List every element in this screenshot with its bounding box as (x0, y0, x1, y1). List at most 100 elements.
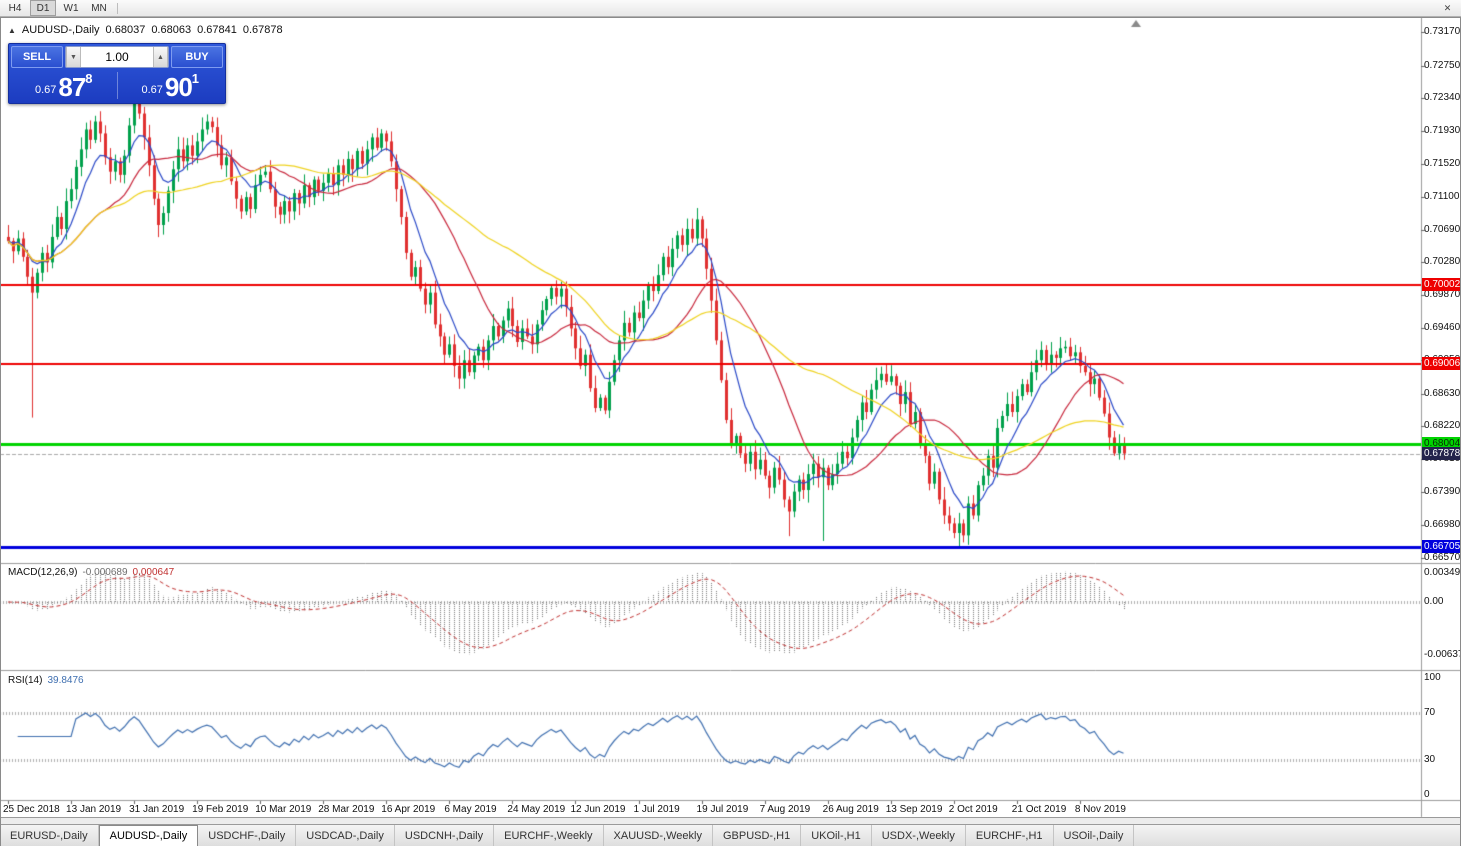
timeframe-button-d1[interactable]: D1 (30, 0, 56, 16)
date-label: 26 Aug 2019 (822, 804, 879, 815)
date-label: 1 Jul 2019 (633, 804, 680, 815)
tab-usdx-weekly[interactable]: USDX-,Weekly (872, 825, 966, 846)
tab-gbpusd-h1[interactable]: GBPUSD-,H1 (713, 825, 802, 846)
volume-decrease-button[interactable]: ▼ (66, 47, 81, 67)
volume-increase-button[interactable]: ▲ (153, 47, 168, 67)
ohlc-open: 0.68037 (105, 24, 146, 36)
price-tick: 0.68220 (1424, 420, 1461, 432)
date-label: 19 Feb 2019 (192, 804, 249, 815)
chart-tab-bar: EURUSD-,Daily AUDUSD-,Daily USDCHF-,Daily U… (0, 824, 1461, 846)
rsi-axis-label: 70 (1424, 707, 1436, 719)
price-tick: 0.72340 (1424, 92, 1461, 104)
sell-button[interactable]: SELL (11, 46, 63, 68)
macd-axis-label: 0.00 (1424, 596, 1444, 607)
macd-signal-value: 0.000647 (132, 567, 175, 578)
rsi-axis-label: 0 (1424, 789, 1430, 800)
timeframe-button-w1[interactable]: W1 (63, 2, 79, 14)
date-label: 16 Apr 2019 (381, 804, 436, 815)
timeframe-buttons: H4 D1 W1 MN (0, 0, 112, 16)
buy-price-big: 90 (164, 72, 193, 102)
chart-symbol-label: AUDUSD-,Daily (21, 24, 100, 36)
timeframe-button-h4[interactable]: H4 (8, 2, 22, 14)
macd-main-value: -0.000689 (82, 567, 128, 578)
tab-eurusd-daily[interactable]: EURUSD-,Daily (0, 825, 99, 846)
close-button[interactable]: ✕ (1443, 2, 1452, 13)
ohlc-high: 0.68063 (151, 24, 192, 36)
timeframe-button-mn[interactable]: MN (91, 2, 107, 14)
date-label: 28 Mar 2019 (318, 804, 375, 815)
price-divider (116, 72, 118, 99)
buy-button[interactable]: BUY (171, 46, 223, 68)
macd-axis-label: -0.00637 (1424, 648, 1461, 660)
rsi-name: RSI(14) (8, 675, 43, 686)
chart-title: ▲ AUDUSD-,Daily 0.68037 0.68063 0.67841 … (8, 24, 283, 36)
sell-price-sup: 8 (85, 71, 93, 86)
tab-xauusd-weekly[interactable]: XAUUSD-,Weekly (604, 825, 713, 846)
price-tick: 0.71520 (1424, 157, 1461, 169)
rsi-panel-label: RSI(14) 39.8476 (8, 675, 84, 686)
price-tick: 0.71930 (1424, 125, 1461, 137)
bottom-strip (0, 817, 1461, 824)
price-tick: 0.73170 (1424, 26, 1461, 38)
date-label: 25 Dec 2018 (3, 804, 60, 815)
ohlc-close: 0.67878 (242, 24, 283, 36)
tab-audusd-daily[interactable]: AUDUSD-,Daily (98, 825, 199, 846)
rsi-value: 39.8476 (47, 675, 84, 686)
date-label: 19 Jul 2019 (696, 804, 749, 815)
date-label: 6 May 2019 (444, 804, 497, 815)
buy-price-sup: 1 (191, 71, 200, 86)
tab-eurchf-h1[interactable]: EURCHF-,H1 (966, 825, 1054, 846)
price-line-label: 0.68004 (1422, 437, 1461, 451)
price-tick: 0.68630 (1424, 387, 1461, 399)
tab-usdcnh-daily[interactable]: USDCNH-,Daily (395, 825, 495, 846)
trade-controls-row: SELL ▼ ▲ BUY (11, 46, 223, 68)
price-line-label: 0.69006 (1422, 357, 1461, 371)
date-label: 31 Jan 2019 (129, 804, 185, 815)
price-tick: 0.72750 (1424, 59, 1461, 71)
volume-input[interactable] (81, 47, 153, 67)
date-label: 24 May 2019 (507, 804, 566, 815)
sell-price[interactable]: 0.67 87 8 (11, 70, 117, 101)
price-line-label: 0.70002 (1422, 278, 1461, 291)
tab-usoil-daily[interactable]: USOil-,Daily (1054, 825, 1135, 846)
date-label: 12 Jun 2019 (570, 804, 626, 815)
macd-name: MACD(12,26,9) (8, 567, 78, 578)
tab-ukoil-h1[interactable]: UKOil-,H1 (801, 825, 872, 846)
macd-axis-label: 0.00349 (1424, 567, 1461, 578)
ohlc-low: 0.67841 (197, 24, 237, 36)
tab-eurchf-weekly[interactable]: EURCHF-,Weekly (494, 825, 604, 846)
date-label: 13 Sep 2019 (885, 804, 943, 815)
price-line-label: 0.67878 (1422, 447, 1461, 461)
toolbar-divider (117, 2, 118, 14)
trade-prices-row: 0.67 87 8 0.67 90 1 (11, 70, 223, 101)
price-tick: 0.66980 (1424, 519, 1461, 531)
date-label: 10 Mar 2019 (255, 804, 312, 815)
date-label: 2 Oct 2019 (948, 804, 998, 815)
price-tick: 0.69870 (1424, 289, 1461, 301)
tab-usdchf-daily[interactable]: USDCHF-,Daily (198, 825, 297, 846)
price-tick: 0.71100 (1424, 191, 1460, 203)
date-label: 7 Aug 2019 (759, 804, 811, 815)
price-tick: 0.67390 (1424, 486, 1461, 498)
sell-price-big: 87 (58, 72, 86, 102)
timeframe-toolbar: H4 D1 W1 MN ✕ (0, 0, 1461, 17)
price-tick: 0.70690 (1424, 223, 1461, 235)
price-line-label: 0.66705 (1422, 540, 1461, 554)
date-label: 13 Jan 2019 (66, 804, 122, 815)
chart-icon: ▲ (8, 25, 16, 35)
volume-stepper: ▼ ▲ (65, 46, 169, 68)
buy-price[interactable]: 0.67 90 1 (118, 70, 224, 101)
sell-price-prefix: 0.67 (34, 84, 57, 96)
buy-price-prefix: 0.67 (141, 84, 163, 96)
rsi-axis-label: 100 (1424, 672, 1441, 683)
macd-panel-label: MACD(12,26,9) -0.000689 0.000647 (8, 567, 174, 578)
date-label: 21 Oct 2019 (1011, 804, 1067, 815)
date-label: 8 Nov 2019 (1074, 804, 1126, 815)
price-tick: 0.69460 (1424, 321, 1461, 333)
rsi-axis-label: 30 (1424, 753, 1436, 765)
price-tick: 0.66570 (1424, 551, 1461, 563)
tab-usdcad-daily[interactable]: USDCAD-,Daily (296, 825, 395, 846)
